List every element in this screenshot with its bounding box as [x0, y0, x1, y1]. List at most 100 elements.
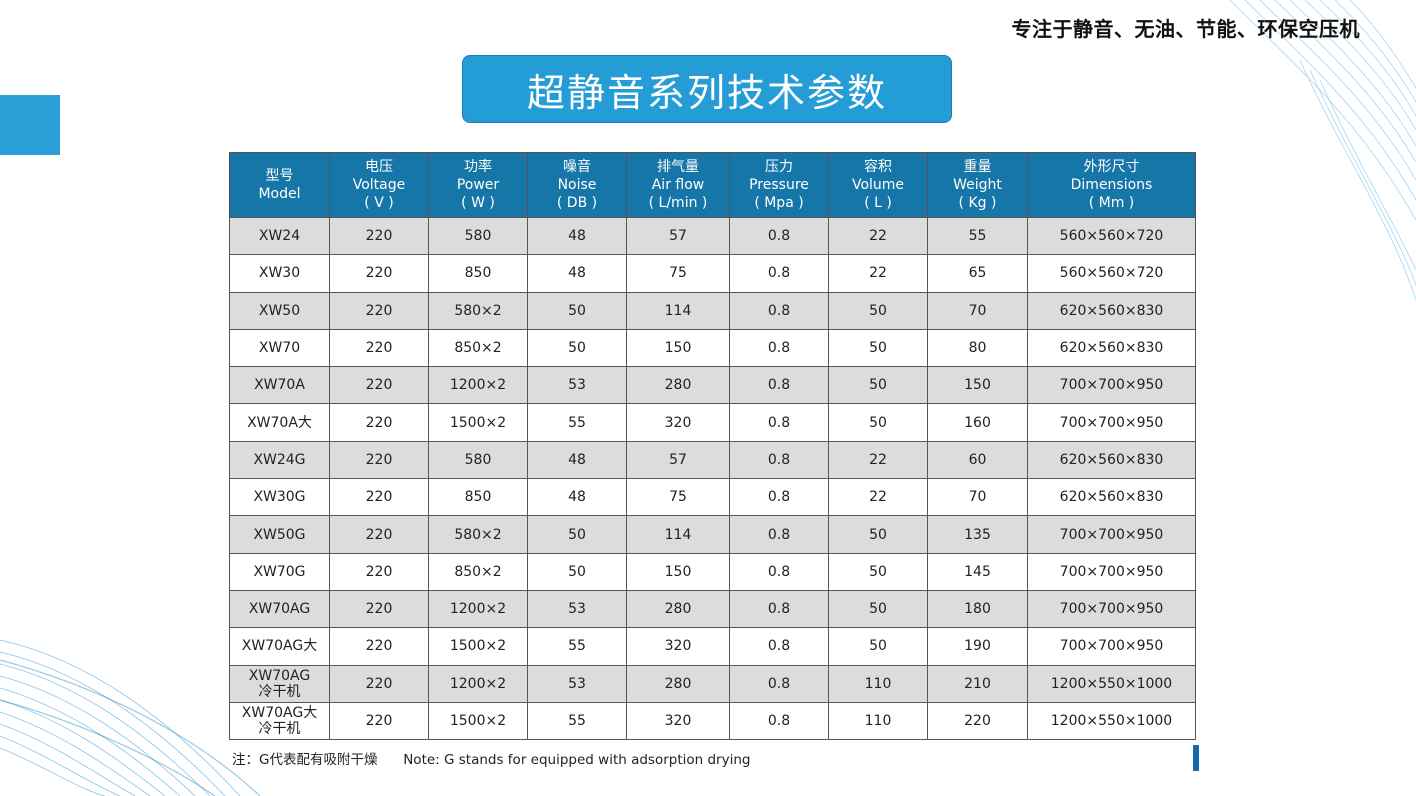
column-header-en: Noise — [557, 177, 597, 193]
cell-airflow: 114 — [626, 291, 730, 330]
cell-model: XW24 — [229, 216, 330, 256]
model-name: XW30G — [253, 489, 306, 506]
cell-pressure: 0.8 — [729, 515, 829, 554]
model-name: XW70G — [253, 563, 306, 580]
cell-dimensions: 700×700×950 — [1027, 627, 1196, 666]
cell-airflow: 150 — [626, 328, 730, 368]
cell-model: XW70AG — [229, 589, 330, 629]
column-header-unit: ( Mm ) — [1088, 195, 1135, 211]
table-row: XW50G 220 580×2 50 114 0.8 50 135 700×700×950 — [229, 515, 1196, 554]
cell-dimensions: 560×560×720 — [1027, 254, 1196, 293]
column-header: 重量 Weight ( Kg ) — [927, 152, 1028, 218]
cell-airflow: 320 — [626, 627, 730, 666]
cell-power: 850 — [428, 478, 528, 517]
cell-pressure: 0.8 — [729, 440, 829, 480]
cell-volume: 50 — [828, 291, 928, 330]
cell-dimensions: 700×700×950 — [1027, 552, 1196, 591]
column-header-unit: ( L ) — [864, 195, 892, 211]
cell-power: 1500×2 — [428, 403, 528, 442]
table-row: XW50 220 580×2 50 114 0.8 50 70 620×560×830 — [229, 291, 1196, 330]
cell-airflow: 114 — [626, 515, 730, 554]
column-header-zh: 排气量 — [657, 159, 699, 175]
cell-model: XW50 — [229, 291, 330, 330]
cell-model: XW70G — [229, 552, 330, 591]
cell-noise: 50 — [527, 552, 627, 591]
column-header-en: Power — [456, 177, 500, 193]
cell-pressure: 0.8 — [729, 216, 829, 256]
table-row: XW70AG大 冷干机 220 1500×2 55 320 0.8 110 220 1200×55… — [229, 701, 1196, 741]
table-header-row: 型号 Model 电压 Voltage ( V ) 功率 Power ( W ) 噪音 Noise… — [229, 152, 1196, 218]
column-header-unit: ( Kg ) — [958, 195, 997, 211]
cell-power: 850×2 — [428, 552, 528, 591]
cell-voltage: 220 — [329, 478, 429, 517]
column-header: 排气量 Air flow ( L/min ) — [626, 152, 730, 218]
cell-noise: 48 — [527, 216, 627, 256]
cell-airflow: 57 — [626, 216, 730, 256]
cell-pressure: 0.8 — [729, 403, 829, 442]
model-name: XW70AG大 — [241, 638, 318, 655]
cell-noise: 53 — [527, 366, 627, 405]
table-row: XW70 220 850×2 50 150 0.8 50 80 620×560×830 — [229, 328, 1196, 368]
cell-power: 850×2 — [428, 328, 528, 368]
cell-model: XW70AG大 — [229, 627, 330, 666]
table-body: XW24 220 580 48 57 0.8 22 55 560×560×720 XW30 220 8… — [229, 216, 1196, 741]
table-row: XW70G 220 850×2 50 150 0.8 50 145 700×700×950 — [229, 552, 1196, 591]
cell-power: 1200×2 — [428, 664, 528, 703]
cell-volume: 50 — [828, 627, 928, 666]
cell-power: 1200×2 — [428, 366, 528, 405]
cell-dimensions: 620×560×830 — [1027, 440, 1196, 480]
cell-dimensions: 1200×550×1000 — [1027, 664, 1196, 703]
spec-table: 型号 Model 电压 Voltage ( V ) 功率 Power ( W ) 噪音 Noise… — [229, 152, 1196, 741]
column-header-zh: 型号 — [265, 168, 294, 184]
cell-pressure: 0.8 — [729, 627, 829, 666]
column-header: 压力 Pressure ( Mpa ) — [729, 152, 829, 218]
cell-airflow: 75 — [626, 254, 730, 293]
cell-airflow: 280 — [626, 664, 730, 703]
table-row: XW70AG大 220 1500×2 55 320 0.8 50 190 700×700×950 — [229, 627, 1196, 666]
cell-noise: 55 — [527, 627, 627, 666]
column-header: 噪音 Noise ( DB ) — [527, 152, 627, 218]
page-title: 超静音系列技术参数 — [462, 55, 952, 123]
cell-weight: 180 — [927, 589, 1028, 629]
cell-voltage: 220 — [329, 440, 429, 480]
cell-dimensions: 620×560×830 — [1027, 328, 1196, 368]
cell-noise: 50 — [527, 515, 627, 554]
cell-power: 1500×2 — [428, 701, 528, 741]
cell-volume: 50 — [828, 515, 928, 554]
model-name: XW70AG — [248, 601, 311, 618]
column-header-unit: ( DB ) — [556, 195, 598, 211]
table-row: XW70AG 220 1200×2 53 280 0.8 50 180 700×700×950 — [229, 589, 1196, 629]
column-header-zh: 外形尺寸 — [1083, 159, 1140, 175]
cell-volume: 22 — [828, 254, 928, 293]
cell-dimensions: 1200×550×1000 — [1027, 701, 1196, 741]
model-name: XW70AG大 — [241, 705, 318, 721]
column-header-unit: ( V ) — [364, 195, 394, 211]
column-header: 外形尺寸 Dimensions ( Mm ) — [1027, 152, 1196, 218]
cell-noise: 55 — [527, 403, 627, 442]
cell-voltage: 220 — [329, 328, 429, 368]
column-header-unit: ( Mpa ) — [754, 195, 804, 211]
model-suffix: 冷干机 — [258, 721, 301, 737]
cell-voltage: 220 — [329, 216, 429, 256]
slogan: 专注于静音、无油、节能、环保空压机 — [1011, 17, 1360, 41]
cell-pressure: 0.8 — [729, 478, 829, 517]
column-header: 电压 Voltage ( V ) — [329, 152, 429, 218]
cell-voltage: 220 — [329, 627, 429, 666]
side-accent-block — [0, 95, 60, 155]
column-header: 型号 Model — [229, 152, 330, 218]
cell-volume: 110 — [828, 664, 928, 703]
cell-power: 1500×2 — [428, 627, 528, 666]
column-header-zh: 电压 — [365, 159, 393, 175]
column-header: 功率 Power ( W ) — [428, 152, 528, 218]
cell-weight: 135 — [927, 515, 1028, 554]
cell-model: XW70 — [229, 328, 330, 368]
cell-noise: 53 — [527, 589, 627, 629]
cell-airflow: 75 — [626, 478, 730, 517]
cell-airflow: 150 — [626, 552, 730, 591]
cell-weight: 160 — [927, 403, 1028, 442]
column-header-en: Voltage — [352, 177, 406, 193]
cell-noise: 48 — [527, 440, 627, 480]
cell-weight: 210 — [927, 664, 1028, 703]
cell-power: 580×2 — [428, 515, 528, 554]
cell-model: XW70AG大 冷干机 — [229, 701, 330, 741]
